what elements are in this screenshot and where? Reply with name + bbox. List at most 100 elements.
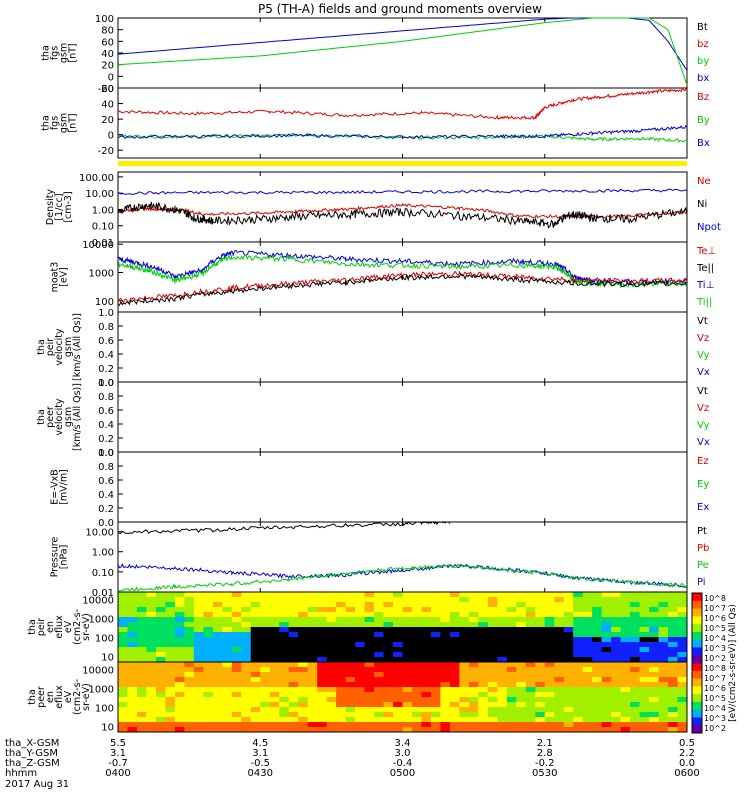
heatmap-cell [668, 717, 679, 723]
heatmap-cell [440, 722, 451, 728]
colorbar-cell [692, 725, 702, 734]
heatmap-cell [118, 597, 128, 603]
colorbar-cell [692, 616, 702, 625]
heatmap-cell [525, 632, 536, 638]
heatmap-cell [592, 727, 603, 733]
heatmap-cell [203, 662, 214, 668]
heatmap-cell [468, 637, 479, 643]
heatmap-cell [582, 622, 593, 628]
heatmap-cell [231, 632, 242, 638]
heatmap-cell [421, 662, 432, 668]
y-tick-label: 0.8 [98, 462, 114, 473]
heatmap-cell [573, 717, 584, 723]
heatmap-cell [326, 657, 337, 663]
heatmap-cell [525, 602, 536, 608]
heatmap-cell [487, 647, 498, 653]
heatmap-cell [345, 632, 356, 638]
heatmap-cell [440, 672, 451, 678]
heatmap-cell [573, 682, 584, 688]
heatmap-cell [516, 637, 527, 643]
heatmap-cell [184, 697, 195, 703]
heatmap-cell [193, 672, 204, 678]
heatmap-cell [212, 637, 223, 643]
heatmap-cell [355, 657, 366, 663]
heatmap-cell [487, 702, 498, 708]
heatmap-cell [563, 607, 574, 613]
heatmap-cell [402, 707, 413, 713]
heatmap-cell [364, 622, 375, 628]
heatmap-cell [478, 717, 489, 723]
heatmap-cell [269, 717, 280, 723]
heatmap-cell [231, 687, 242, 693]
heatmap-cell [639, 707, 650, 713]
heatmap-cell [525, 727, 536, 733]
heatmap-cell [231, 682, 242, 688]
heatmap-cell [355, 672, 366, 678]
legend-entry: Vx [697, 437, 710, 448]
heatmap-cell [440, 667, 451, 673]
heatmap-cell [582, 652, 593, 658]
heatmap-cell [326, 722, 337, 728]
y-tick-label: 10 [101, 652, 114, 663]
heatmap-cell [544, 642, 555, 648]
heatmap-cell [203, 607, 214, 613]
heatmap-cell [345, 707, 356, 713]
heatmap-cell [649, 687, 660, 693]
heatmap-cell [203, 692, 214, 698]
heatmap-cell [402, 697, 413, 703]
series-Pe [117, 563, 688, 592]
heatmap-cell [193, 592, 204, 598]
heatmap-cell [269, 617, 280, 623]
heatmap-cell [582, 592, 593, 598]
heatmap-cell [288, 687, 299, 693]
heatmap-cell [118, 632, 128, 638]
heatmap-cell [478, 592, 489, 598]
heatmap-cell [279, 612, 290, 618]
heatmap-cell [611, 597, 622, 603]
heatmap-cell [345, 657, 356, 663]
heatmap-cell [506, 597, 517, 603]
heatmap-cell [478, 692, 489, 698]
heatmap-cell [601, 677, 612, 683]
heatmap-cell [497, 692, 508, 698]
heatmap-cell [402, 717, 413, 723]
heatmap-cell [118, 677, 128, 683]
heatmap-cell [459, 612, 470, 618]
heatmap-cell [402, 652, 413, 658]
y-axis-label: [mV/m] [59, 469, 70, 505]
y-tick-label: 100 [95, 297, 114, 308]
x-tick-label: 3.1 [252, 748, 268, 759]
heatmap-cell [544, 592, 555, 598]
heatmap-cell [516, 627, 527, 633]
heatmap-cell [127, 627, 138, 633]
heatmap-cell [430, 657, 441, 663]
heatmap-cell [136, 692, 147, 698]
heatmap-cell [298, 627, 309, 633]
heatmap-cell [241, 597, 252, 603]
heatmap-cell [288, 627, 299, 633]
heatmap-cell [554, 617, 565, 623]
heatmap-cell [668, 722, 679, 728]
heatmap-cell [658, 642, 669, 648]
heatmap-cell [563, 592, 574, 598]
heatmap-cell [658, 707, 669, 713]
heatmap-cell [203, 727, 214, 733]
heatmap-cell [326, 662, 337, 668]
heatmap-cell [127, 612, 138, 618]
heatmap-cell [620, 677, 631, 683]
heatmap-cell [525, 717, 536, 723]
y-axis-label: peer [36, 686, 47, 708]
heatmap-cell [525, 662, 536, 668]
y-axis-label: fgs [50, 46, 61, 60]
heatmap-cell [393, 637, 403, 643]
heatmap-cell [146, 727, 157, 733]
heatmap-cell [146, 657, 157, 663]
heatmap-cell [516, 697, 527, 703]
heatmap-cell [279, 702, 290, 708]
heatmap-cell [649, 647, 660, 653]
heatmap-cell [336, 687, 347, 693]
heatmap-cell [212, 607, 223, 613]
heatmap-cell [155, 612, 166, 618]
heatmap-cell [307, 637, 318, 643]
